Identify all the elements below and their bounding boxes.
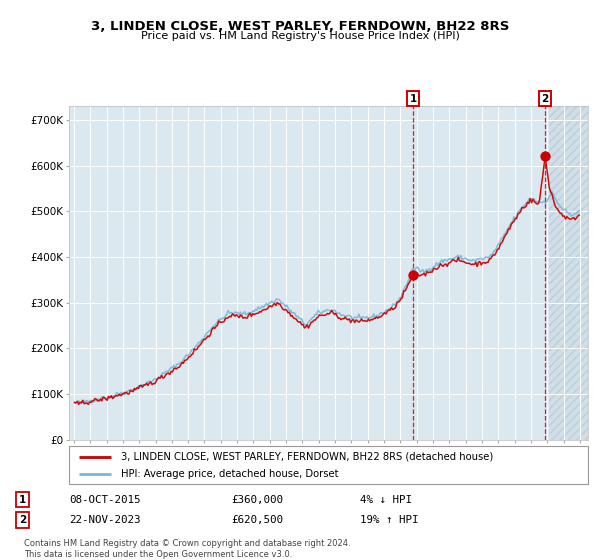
- Text: Contains HM Land Registry data © Crown copyright and database right 2024.
This d: Contains HM Land Registry data © Crown c…: [24, 539, 350, 559]
- Text: £360,000: £360,000: [231, 494, 283, 505]
- Bar: [548, 106, 588, 440]
- Point: [409, 271, 418, 280]
- Text: HPI: Average price, detached house, Dorset: HPI: Average price, detached house, Dors…: [121, 469, 338, 479]
- Text: 19% ↑ HPI: 19% ↑ HPI: [360, 515, 419, 525]
- Point: [541, 152, 550, 161]
- Text: 2: 2: [542, 94, 549, 104]
- Text: 4% ↓ HPI: 4% ↓ HPI: [360, 494, 412, 505]
- Text: 1: 1: [410, 94, 417, 104]
- Text: Price paid vs. HM Land Registry's House Price Index (HPI): Price paid vs. HM Land Registry's House …: [140, 31, 460, 41]
- FancyBboxPatch shape: [69, 446, 588, 484]
- Text: 3, LINDEN CLOSE, WEST PARLEY, FERNDOWN, BH22 8RS (detached house): 3, LINDEN CLOSE, WEST PARLEY, FERNDOWN, …: [121, 452, 493, 462]
- Text: 22-NOV-2023: 22-NOV-2023: [69, 515, 140, 525]
- Text: £620,500: £620,500: [231, 515, 283, 525]
- Text: 2: 2: [19, 515, 26, 525]
- Text: 08-OCT-2015: 08-OCT-2015: [69, 494, 140, 505]
- Text: 3, LINDEN CLOSE, WEST PARLEY, FERNDOWN, BH22 8RS: 3, LINDEN CLOSE, WEST PARLEY, FERNDOWN, …: [91, 20, 509, 32]
- Text: 1: 1: [19, 494, 26, 505]
